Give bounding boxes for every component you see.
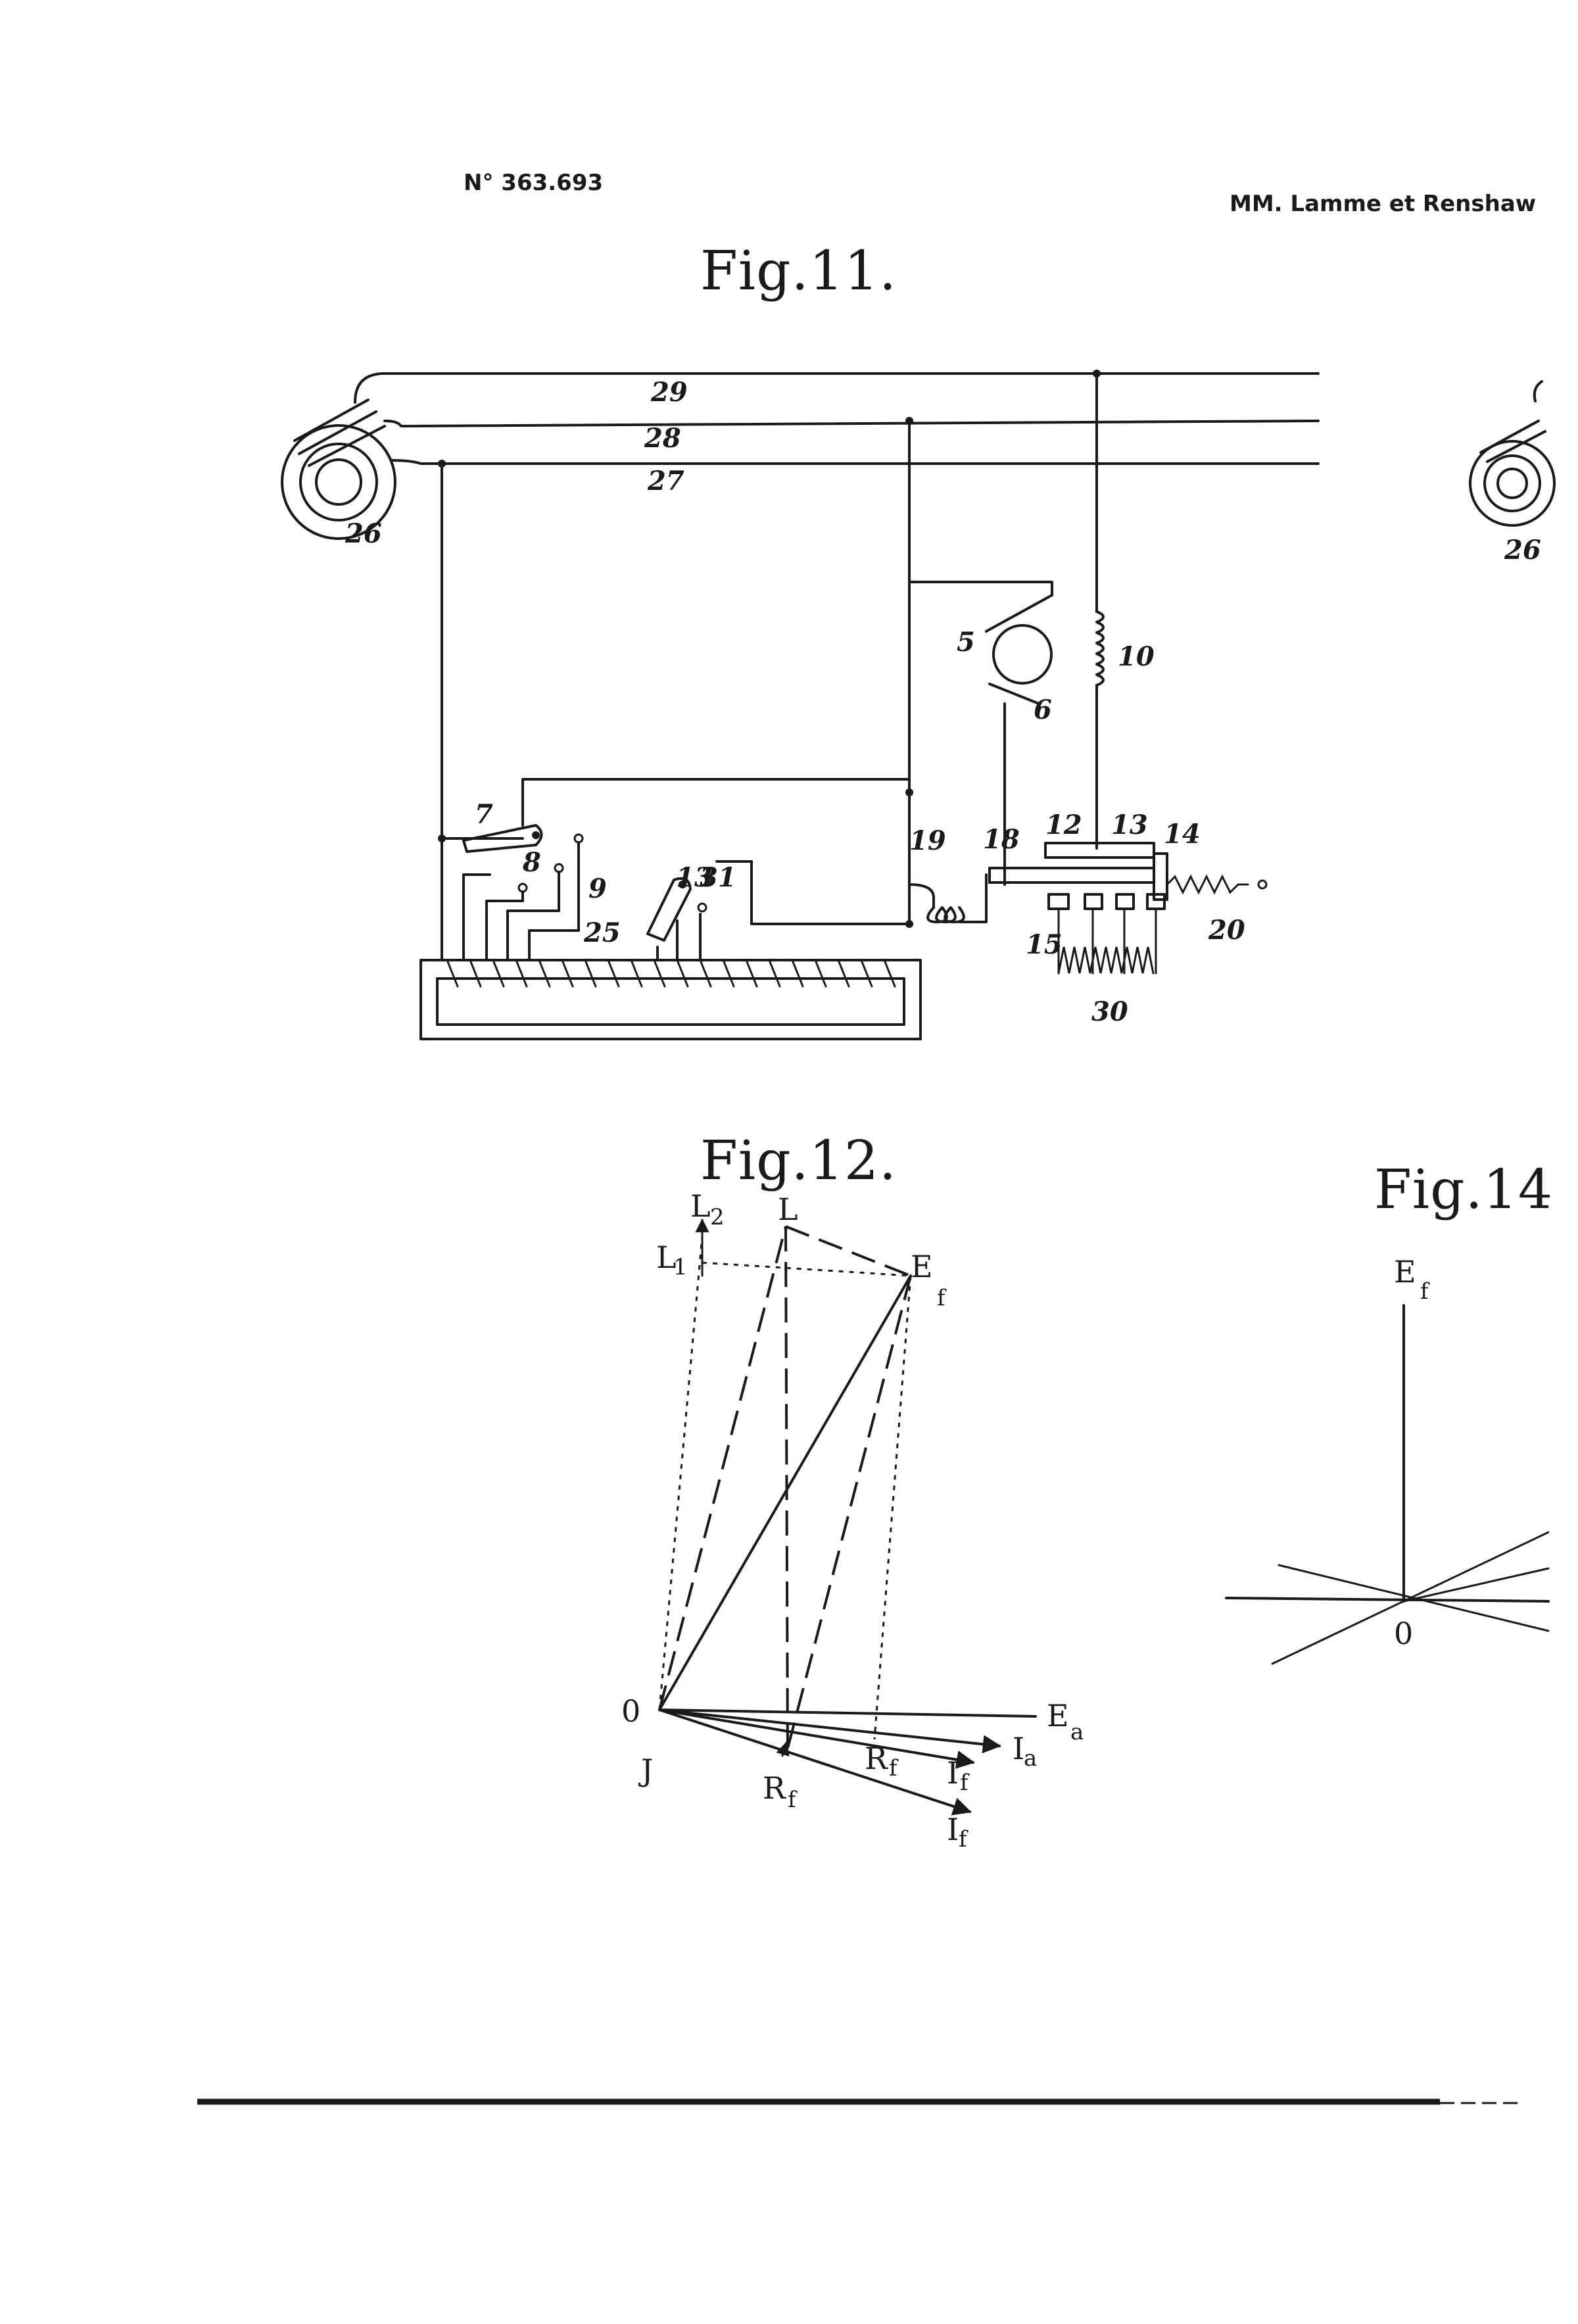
- label-8: 8: [522, 847, 541, 878]
- fig14-ray-3: [1404, 1568, 1548, 1601]
- label-5: 5: [957, 627, 975, 658]
- dotted-L1-Ef: [702, 1263, 911, 1276]
- label-30: 30: [1091, 996, 1128, 1027]
- fig14-label-Ef: E: [1394, 1254, 1416, 1290]
- label-9: 9: [588, 873, 607, 904]
- line-27: [391, 460, 1318, 464]
- label-Ea-sub: a: [1070, 1719, 1084, 1745]
- dotted-O-L1: [659, 1236, 702, 1710]
- label-If-prime-sub: f: [960, 1770, 970, 1796]
- label-13: 13: [1111, 810, 1148, 840]
- label-6: 6: [1034, 694, 1052, 725]
- label-L: L: [778, 1192, 798, 1227]
- fig14-vector-diagram: E f 0: [1226, 1254, 1548, 1664]
- resistance-25: [421, 914, 920, 1039]
- collector-26-right: [1470, 381, 1554, 525]
- label-Rf-prime-sub: f: [889, 1755, 899, 1781]
- label-Ef: E: [911, 1249, 933, 1284]
- label-10: 10: [1118, 641, 1155, 672]
- label-29: 29: [650, 377, 688, 408]
- fig14-label-Ef-sub: f: [1420, 1278, 1430, 1305]
- label-26-left: 26: [345, 518, 382, 549]
- label-If-prime: I: [947, 1755, 959, 1791]
- label-If: I: [947, 1812, 959, 1847]
- dashed-L-Ef: [786, 1226, 911, 1276]
- label-L2-sub: 2: [710, 1204, 725, 1230]
- label-15: 15: [1026, 929, 1063, 960]
- label-Ea: E: [1047, 1698, 1069, 1733]
- label-Rf-sub: f: [788, 1787, 798, 1813]
- label-31: 31: [700, 862, 736, 893]
- line-29: [355, 374, 1318, 402]
- fig14-horizontal: [1226, 1598, 1548, 1601]
- label-Ef-sub: f: [937, 1285, 947, 1311]
- label-Ia: I: [1013, 1731, 1024, 1766]
- label-L1-sub: 1: [673, 1254, 688, 1280]
- label-Rf: R: [763, 1770, 786, 1806]
- label-26-right: 26: [1504, 535, 1541, 566]
- coil-10: [1097, 612, 1103, 848]
- vector-If-prime: [659, 1710, 973, 1762]
- label-7: 7: [475, 799, 493, 830]
- label-14: 14: [1164, 819, 1201, 850]
- label-Ia-sub: a: [1024, 1745, 1037, 1772]
- label-If-sub: f: [959, 1826, 968, 1852]
- relay-assembly: [909, 843, 1266, 973]
- label-25: 25: [583, 917, 621, 948]
- wire-top-controller: [523, 779, 909, 825]
- label-Rf-prime: R: [865, 1741, 888, 1776]
- label-28: 28: [644, 423, 681, 454]
- dashed-O-L: [659, 1226, 786, 1710]
- label-L2: L: [690, 1188, 711, 1224]
- label-12: 12: [1045, 810, 1082, 840]
- label-20: 20: [1208, 915, 1245, 946]
- fig12-vector-diagram: L 2 L L 1 E f 0 J E a I a R f R f I f I …: [621, 1188, 1084, 1852]
- label-J: J: [638, 1753, 653, 1788]
- fig11-circuit: 29 28 27 26 26 5 6 10 7 8 9 25 13 31 19 …: [282, 370, 1554, 1039]
- label-O: 0: [621, 1693, 640, 1729]
- fig11-numerals: 29 28 27 26 26 5 6 10 7 8 9 25 13 31 19 …: [345, 377, 1541, 1027]
- fig14-label-O: 0: [1394, 1616, 1413, 1651]
- line-28: [385, 421, 1318, 426]
- label-19: 19: [909, 825, 946, 856]
- dashed-L-Rf: [786, 1226, 788, 1756]
- label-18: 18: [983, 824, 1020, 855]
- dashed-Ef-Rf: [786, 1276, 911, 1756]
- label-27: 27: [647, 466, 684, 496]
